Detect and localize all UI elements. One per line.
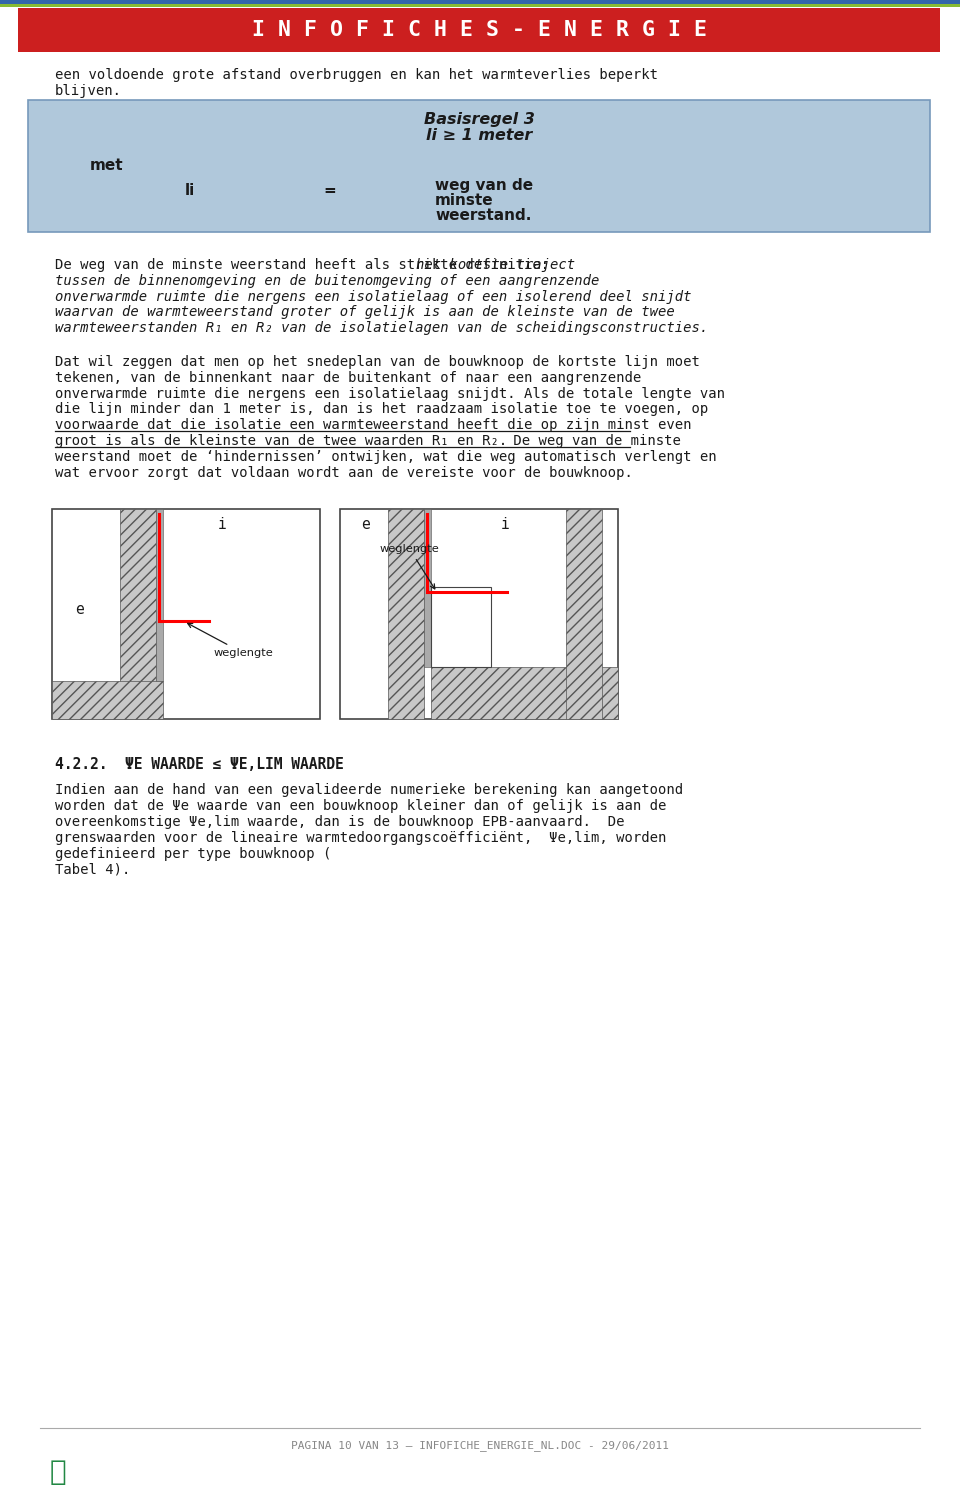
Bar bbox=[340, 510, 618, 720]
Text: e: e bbox=[361, 517, 370, 532]
Text: weerstand.: weerstand. bbox=[435, 209, 532, 224]
Bar bbox=[0, 0, 960, 4]
Text: met: met bbox=[90, 158, 124, 173]
Text: grenswaarden voor de lineaire warmtedoorgangscoëfficiënt,  Ψe,lim, worden: grenswaarden voor de lineaire warmtedoor… bbox=[55, 831, 666, 845]
Text: voorwaarde dat die isolatie een warmteweerstand heeft die op zijn minst even: voorwaarde dat die isolatie een warmtewe… bbox=[55, 419, 691, 432]
Text: Basisregel 3: Basisregel 3 bbox=[423, 112, 535, 127]
Text: groot is als de kleinste van de twee waarden R₁ en R₂.: groot is als de kleinste van de twee waa… bbox=[55, 434, 507, 448]
Bar bbox=[52, 681, 163, 720]
Text: 🌳: 🌳 bbox=[50, 1459, 66, 1486]
Text: warmteweerstanden R₁ en R₂ van de isolatielagen van de scheidingsconstructies.: warmteweerstanden R₁ en R₂ van de isolat… bbox=[55, 322, 708, 335]
Text: worden dat de Ψe waarde van een bouwknoop kleiner dan of gelijk is aan de: worden dat de Ψe waarde van een bouwknoo… bbox=[55, 799, 666, 814]
Text: waarvan de warmteweerstand groter of gelijk is aan de kleinste van de twee: waarvan de warmteweerstand groter of gel… bbox=[55, 305, 675, 319]
Bar bbox=[431, 587, 491, 668]
Text: tekenen, van de binnenkant naar de buitenkant of naar een aangrenzende: tekenen, van de binnenkant naar de buite… bbox=[55, 371, 641, 384]
Text: tussen de binnenomgeving en de buitenomgeving of een aangrenzende: tussen de binnenomgeving en de buitenomg… bbox=[55, 274, 599, 288]
Text: Indien aan de hand van een gevalideerde numerieke berekening kan aangetoond: Indien aan de hand van een gevalideerde … bbox=[55, 784, 684, 797]
Text: 4.2.2.  ΨE WAARDE ≤ ΨE,LIM WAARDE: 4.2.2. ΨE WAARDE ≤ ΨE,LIM WAARDE bbox=[55, 757, 344, 772]
Bar bbox=[156, 510, 163, 681]
Text: onverwarmde ruimte die nergens een isolatielaag snijdt. Als de totale lengte van: onverwarmde ruimte die nergens een isola… bbox=[55, 386, 725, 401]
Text: I N F O F I C H E S - E N E R G I E: I N F O F I C H E S - E N E R G I E bbox=[252, 19, 708, 40]
Text: Dat wil zeggen dat men op het snedeplan van de bouwknoop de kortste lijn moet: Dat wil zeggen dat men op het snedeplan … bbox=[55, 355, 700, 370]
Text: overeenkomstige Ψe,lim waarde, dan is de bouwknoop EPB-aanvaard.  De: overeenkomstige Ψe,lim waarde, dan is de… bbox=[55, 815, 625, 828]
Text: PAGINA 10 VAN 13 – INFOFICHE_ENERGIE_NL.DOC - 29/06/2011: PAGINA 10 VAN 13 – INFOFICHE_ENERGIE_NL.… bbox=[291, 1439, 669, 1451]
Bar bbox=[388, 510, 424, 720]
Text: li: li bbox=[185, 183, 195, 198]
Text: een voldoende grote afstand overbruggen en kan het warmteverlies beperkt: een voldoende grote afstand overbruggen … bbox=[55, 69, 658, 82]
Text: onverwarmde ruimte die nergens een isolatielaag of een isolerend deel snijdt: onverwarmde ruimte die nergens een isola… bbox=[55, 289, 691, 304]
Bar bbox=[120, 510, 156, 720]
Text: i: i bbox=[218, 517, 227, 532]
Bar bbox=[566, 510, 602, 720]
Bar bbox=[52, 510, 320, 720]
Text: wat ervoor zorgt dat voldaan wordt aan de vereiste voor de bouwknoop.: wat ervoor zorgt dat voldaan wordt aan d… bbox=[55, 465, 633, 480]
Bar bbox=[424, 510, 431, 668]
Text: li ≥ 1 meter: li ≥ 1 meter bbox=[426, 128, 532, 143]
Text: weg van de: weg van de bbox=[435, 177, 533, 194]
Bar bbox=[0, 4, 960, 7]
Text: e: e bbox=[76, 602, 84, 617]
Text: weglengte: weglengte bbox=[188, 623, 274, 659]
Text: Tabel 4).: Tabel 4). bbox=[55, 863, 131, 876]
Text: het kortste traject: het kortste traject bbox=[417, 258, 575, 273]
Text: De weg van de minste weerstand heeft als strikte definitie:: De weg van de minste weerstand heeft als… bbox=[55, 258, 558, 273]
Text: i: i bbox=[500, 517, 510, 532]
Text: blijven.: blijven. bbox=[55, 83, 122, 98]
Text: die lijn minder dan 1 meter is, dan is het raadzaam isolatie toe te voegen, op: die lijn minder dan 1 meter is, dan is h… bbox=[55, 402, 708, 416]
Text: De weg van de minste: De weg van de minste bbox=[505, 434, 681, 448]
Bar bbox=[28, 100, 930, 232]
Text: gedefinieerd per type bouwknoop (: gedefinieerd per type bouwknoop ( bbox=[55, 846, 331, 861]
Text: weerstand moet de ‘hindernissen’ ontwijken, wat die weg automatisch verlengt en: weerstand moet de ‘hindernissen’ ontwijk… bbox=[55, 450, 716, 463]
Text: weglengte: weglengte bbox=[380, 544, 440, 589]
Text: minste: minste bbox=[435, 194, 493, 209]
Bar bbox=[431, 668, 618, 720]
Text: =: = bbox=[324, 183, 336, 198]
Bar bbox=[18, 7, 940, 52]
